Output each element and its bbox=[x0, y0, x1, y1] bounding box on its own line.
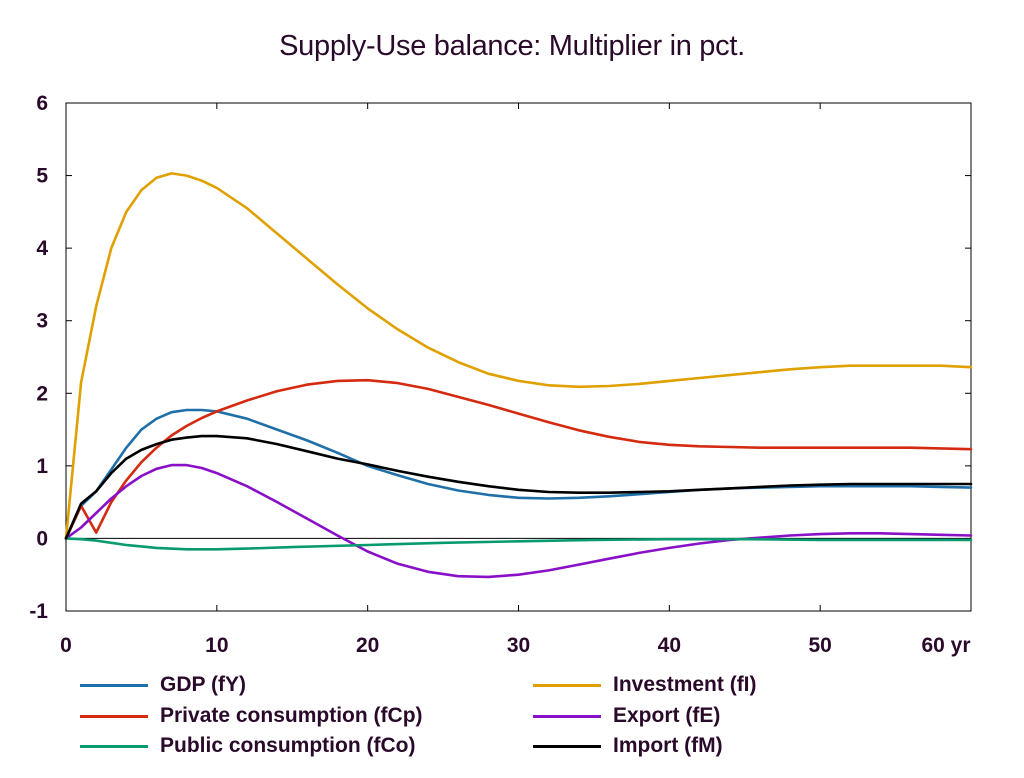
x-tick-label: 10 bbox=[205, 634, 228, 657]
y-tick-label: 2 bbox=[36, 382, 48, 405]
x-tick-label: 20 bbox=[356, 634, 379, 657]
x-tick-label: 0 bbox=[60, 634, 72, 657]
x-tick-label: 50 bbox=[808, 634, 831, 657]
series-line-investment-fi bbox=[64, 172, 973, 540]
y-tick-label: -1 bbox=[29, 600, 48, 623]
chart-title: Supply-Use balance: Multiplier in pct. bbox=[279, 30, 745, 62]
y-tick-label: 1 bbox=[36, 455, 48, 478]
x-tick-label: 30 bbox=[507, 634, 530, 657]
y-tick-label: 0 bbox=[36, 527, 48, 550]
y-tick-label: 5 bbox=[36, 165, 48, 188]
series-line-gdp-fy bbox=[64, 408, 973, 540]
y-tick-label: 4 bbox=[36, 237, 48, 260]
series-line-private-consumption-fcp bbox=[64, 378, 973, 540]
series-line-import-fm bbox=[64, 434, 973, 540]
x-tick-label: 60 yr bbox=[921, 634, 970, 657]
x-tick-label: 40 bbox=[658, 634, 681, 657]
series-line-public-consumption-fco bbox=[64, 537, 973, 551]
axes bbox=[65, 102, 972, 612]
y-tick-label: 3 bbox=[36, 310, 48, 333]
series-lines bbox=[64, 172, 973, 579]
series-line-export-fe bbox=[64, 463, 973, 579]
y-tick-label: 6 bbox=[36, 92, 48, 115]
